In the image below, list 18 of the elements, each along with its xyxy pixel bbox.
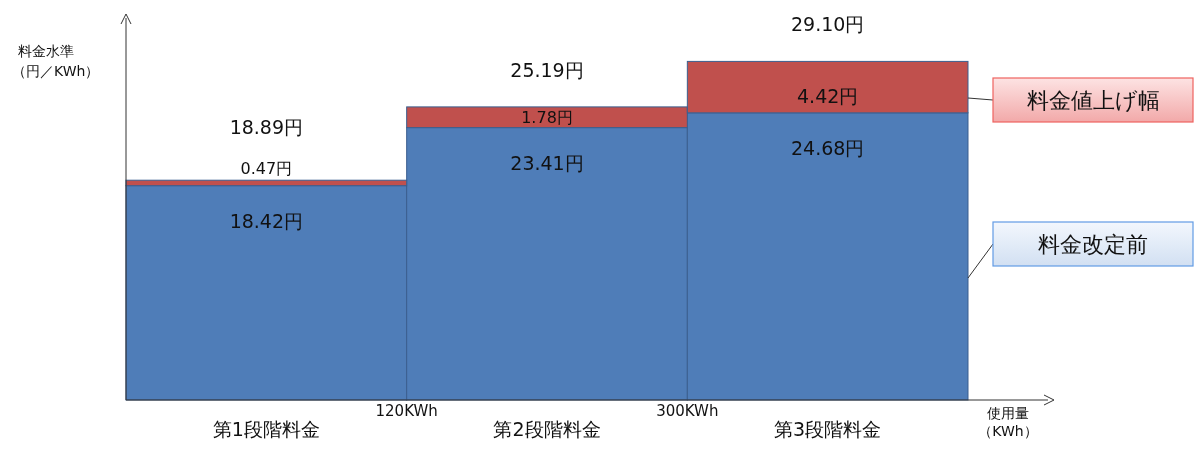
text: 120KWh — [375, 402, 438, 420]
text: 料金改定前 — [1038, 232, 1148, 257]
data-label: 23.41円 — [510, 151, 584, 174]
data-label: 1.78円 — [521, 108, 573, 128]
total-label: 25.19円 — [510, 58, 584, 81]
data-label: 4.42円 — [797, 85, 859, 108]
data-label: 0.47円 — [240, 159, 293, 179]
data-label: 18.42円 — [229, 209, 304, 232]
total-label: 18.89円 — [229, 116, 304, 139]
x-tick-label: 第2段階料金 — [493, 418, 601, 440]
x-tick-label: 第1段階料金 — [212, 418, 320, 440]
text: 300KWh — [656, 402, 719, 420]
y-axis-title: 料金水準（円／KWh） — [12, 43, 100, 79]
x-axis-title: 使用量（KWh） — [978, 405, 1038, 439]
total-label: 29.10円 — [790, 13, 865, 36]
text: 料金値上げ幅 — [1026, 88, 1160, 113]
data-label: 24.68円 — [790, 136, 865, 159]
x-tick-label: 第3段階料金 — [774, 418, 882, 440]
